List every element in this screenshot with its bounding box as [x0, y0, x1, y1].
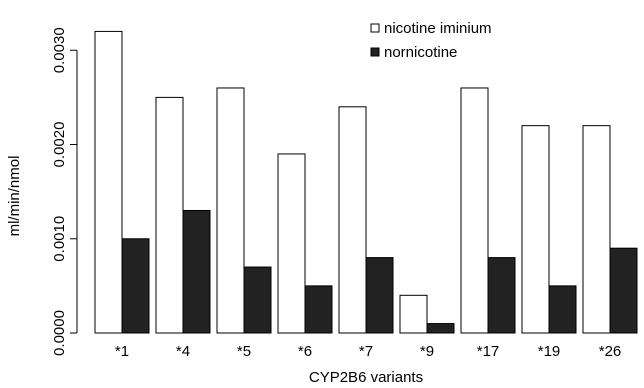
x-axis-tick-labels: *1 *4 *5 *6 *7 *9 *17 *19 *26: [115, 343, 621, 360]
x-tick-label: *26: [599, 343, 622, 360]
bar-nicotine-iminium: [277, 153, 306, 334]
x-tick-label: *6: [298, 343, 312, 360]
x-tick-label: *4: [176, 343, 190, 360]
y-tick-label: 0.0030: [51, 27, 68, 73]
bar-nornicotine: [609, 247, 638, 334]
y-tick-label: 0.0000: [51, 310, 68, 356]
bar-nornicotine: [121, 238, 150, 334]
bar-nornicotine: [365, 257, 394, 334]
x-tick-label: *19: [538, 343, 561, 360]
y-axis-label: ml/min/nmol: [6, 156, 23, 237]
legend-label-nicotine-iminium: nicotine iminium: [384, 20, 492, 37]
bar-nicotine-iminium: [399, 294, 428, 334]
legend-swatch-nornicotine: [370, 47, 380, 57]
bar-nicotine-iminium: [582, 125, 611, 334]
bar-nornicotine: [182, 209, 211, 334]
legend-label-nornicotine: nornicotine: [384, 44, 457, 61]
x-tick-label: *7: [359, 343, 373, 360]
x-tick-label: *17: [477, 343, 500, 360]
bar-nornicotine: [487, 257, 516, 334]
y-tick-label: 0.0020: [51, 122, 68, 168]
bar-nornicotine: [426, 323, 455, 334]
bar-nornicotine: [243, 266, 272, 334]
y-axis: 0.0000 0.0010 0.0020 0.0030: [51, 27, 78, 356]
legend: nicotine iminium nornicotine: [370, 20, 492, 61]
bar-nornicotine: [548, 285, 577, 334]
bar-nicotine-iminium: [338, 106, 367, 334]
bar-nicotine-iminium: [216, 87, 245, 334]
x-tick-label: *1: [115, 343, 129, 360]
legend-swatch-nicotine-iminium: [370, 23, 380, 33]
bar-nicotine-iminium: [94, 30, 123, 334]
x-tick-label: *5: [237, 343, 251, 360]
x-axis-label: CYP2B6 variants: [309, 369, 423, 386]
bar-nornicotine: [304, 285, 333, 334]
bar-nicotine-iminium: [155, 96, 184, 334]
x-tick-label: *9: [420, 343, 434, 360]
bar-nicotine-iminium: [521, 125, 550, 334]
bars: [94, 30, 638, 334]
y-tick-label: 0.0010: [51, 216, 68, 262]
bar-nicotine-iminium: [460, 87, 489, 334]
